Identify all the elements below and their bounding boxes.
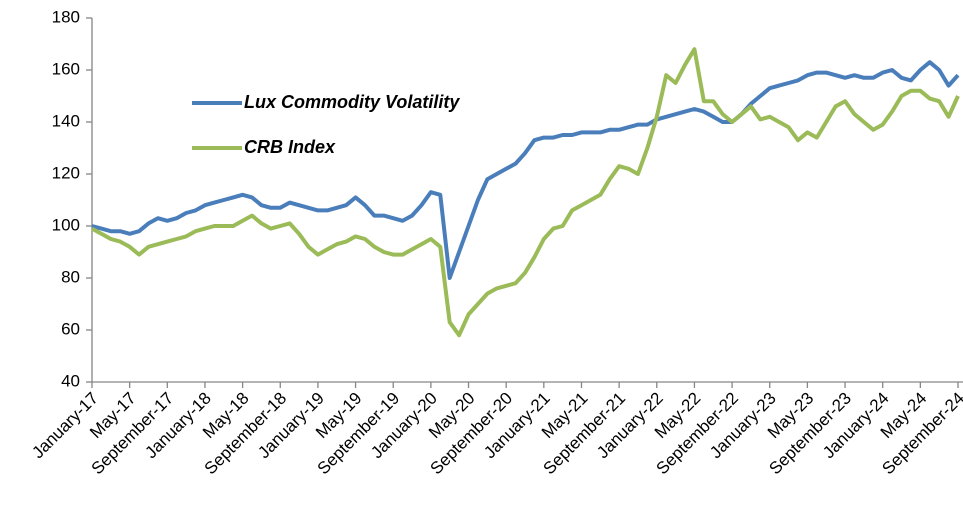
y-tick-label: 180	[52, 7, 80, 26]
y-tick-label: 40	[61, 371, 80, 390]
series-line	[91, 47, 960, 338]
legend-label: Lux Commodity Volatility	[244, 92, 460, 112]
series-line	[91, 60, 960, 280]
y-tick-label: 100	[52, 215, 80, 234]
legend-label: CRB Index	[244, 137, 336, 157]
y-tick-label: 140	[52, 111, 80, 130]
y-tick-label: 120	[52, 163, 80, 182]
y-tick-label: 60	[61, 319, 80, 338]
y-tick-label: 160	[52, 59, 80, 78]
y-tick-label: 80	[61, 267, 80, 286]
